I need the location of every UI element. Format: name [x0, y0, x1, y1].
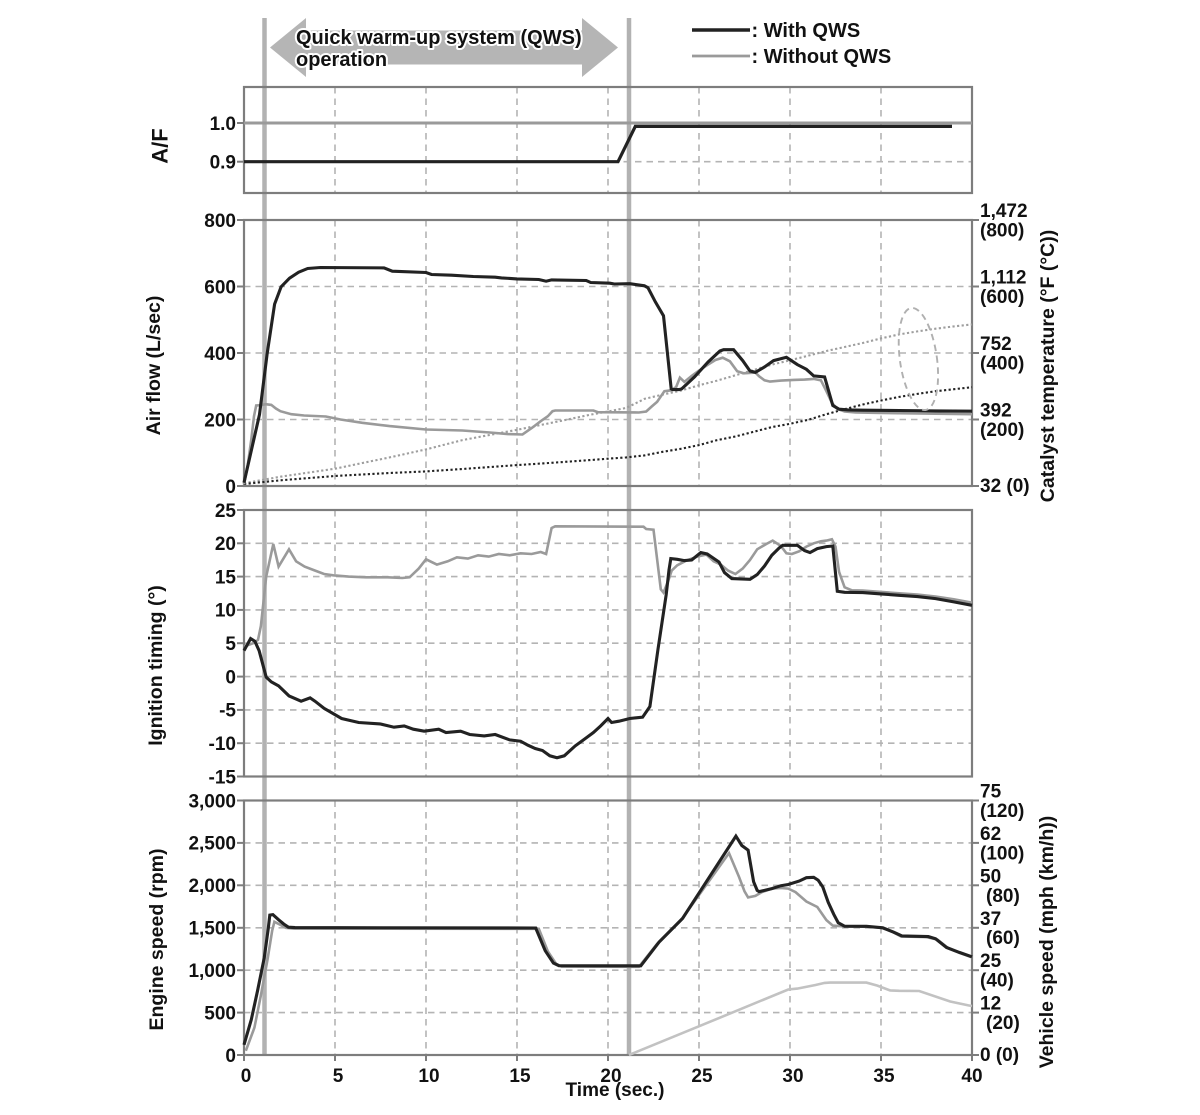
- svg-text:75: 75: [980, 782, 1002, 803]
- svg-text:(40): (40): [980, 971, 1014, 992]
- svg-text:(120): (120): [980, 801, 1024, 822]
- svg-text:12: 12: [980, 994, 1001, 1015]
- svg-text:25: 25: [691, 1066, 713, 1087]
- svg-text:5: 5: [333, 1066, 344, 1087]
- svg-text:: Without QWS: : Without QWS: [752, 46, 892, 68]
- svg-text:Catalyst temperature (°F (°C)): Catalyst temperature (°F (°C)): [1037, 230, 1059, 502]
- svg-text:-15: -15: [209, 767, 237, 788]
- svg-text:752: 752: [980, 334, 1012, 355]
- svg-text:392: 392: [980, 401, 1012, 422]
- svg-text:15: 15: [509, 1066, 531, 1087]
- svg-text:600: 600: [204, 277, 236, 298]
- svg-text:2,000: 2,000: [188, 876, 236, 897]
- svg-text:1,112: 1,112: [980, 268, 1027, 289]
- svg-text:-5: -5: [219, 701, 236, 722]
- svg-text:(100): (100): [980, 843, 1024, 864]
- svg-text:37: 37: [980, 909, 1001, 930]
- svg-text:0: 0: [241, 1066, 252, 1087]
- svg-text:(60): (60): [986, 928, 1020, 949]
- svg-text:50: 50: [980, 866, 1001, 887]
- svg-text:1,472: 1,472: [980, 201, 1028, 222]
- svg-text:(800): (800): [980, 221, 1024, 242]
- svg-text:(400): (400): [980, 354, 1024, 375]
- svg-text:500: 500: [204, 1003, 236, 1024]
- svg-text:25: 25: [980, 951, 1002, 972]
- svg-text:40: 40: [961, 1066, 982, 1087]
- svg-text:Engine speed (rpm): Engine speed (rpm): [146, 848, 168, 1030]
- svg-text:1,000: 1,000: [188, 961, 236, 982]
- svg-text:0: 0: [225, 1046, 236, 1067]
- svg-text:Quick warm-up system (QWS): Quick warm-up system (QWS): [296, 27, 582, 49]
- svg-text:Vehicle speed (mph (km/h)): Vehicle speed (mph (km/h)): [1036, 816, 1058, 1068]
- svg-text:(200): (200): [980, 420, 1024, 441]
- svg-text:Ignition timing (°): Ignition timing (°): [145, 585, 167, 746]
- svg-text:2,500: 2,500: [188, 834, 236, 855]
- svg-text:(80): (80): [986, 886, 1020, 907]
- svg-text:operation: operation: [296, 49, 387, 71]
- svg-text:15: 15: [215, 567, 237, 588]
- svg-text:35: 35: [873, 1066, 895, 1087]
- svg-text:0: 0: [225, 667, 236, 688]
- svg-text:10: 10: [215, 601, 236, 622]
- svg-text:-10: -10: [209, 734, 236, 755]
- svg-text:(20): (20): [986, 1013, 1020, 1034]
- svg-text:20: 20: [215, 534, 236, 555]
- svg-text:1,500: 1,500: [188, 919, 236, 940]
- svg-text:62: 62: [980, 824, 1001, 845]
- svg-text:25: 25: [215, 501, 237, 522]
- svg-text:(600): (600): [980, 287, 1024, 308]
- svg-text:30: 30: [782, 1066, 803, 1087]
- svg-text:200: 200: [204, 410, 236, 431]
- svg-text:800: 800: [204, 211, 236, 232]
- svg-text:5: 5: [225, 634, 236, 655]
- svg-text:400: 400: [204, 344, 236, 365]
- svg-text:Air flow (L/sec): Air flow (L/sec): [143, 296, 165, 436]
- svg-text:A/F: A/F: [148, 128, 173, 163]
- svg-text:32 (0): 32 (0): [980, 476, 1030, 497]
- svg-text:0: 0: [225, 477, 236, 498]
- svg-text:1.0: 1.0: [210, 114, 236, 135]
- svg-text:0 (0): 0 (0): [980, 1045, 1019, 1066]
- svg-text:0.9: 0.9: [210, 153, 236, 174]
- svg-text:Time (sec.): Time (sec.): [566, 1080, 665, 1101]
- svg-text:10: 10: [418, 1066, 439, 1087]
- svg-text:3,000: 3,000: [188, 791, 236, 812]
- svg-text:20: 20: [600, 1066, 621, 1087]
- svg-text:: With QWS: : With QWS: [752, 20, 861, 42]
